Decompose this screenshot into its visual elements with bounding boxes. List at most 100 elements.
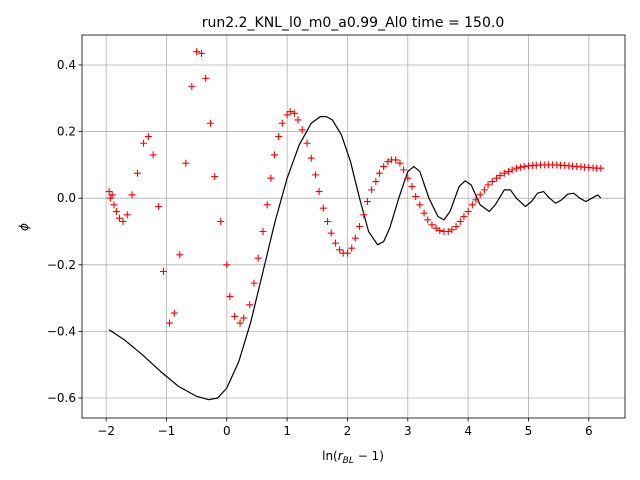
- y-tick-label: −0.4: [47, 324, 76, 338]
- data-point-marker: [159, 267, 167, 275]
- data-point-marker: [211, 173, 219, 181]
- y-tick-label: 0.2: [57, 125, 76, 139]
- data-point-marker: [343, 249, 351, 257]
- data-point-marker: [420, 209, 428, 217]
- data-point-marker: [456, 218, 464, 226]
- data-point-marker: [356, 223, 364, 230]
- data-point-marker: [290, 109, 298, 117]
- data-point-marker: [202, 74, 210, 82]
- data-point-marker: [368, 186, 376, 194]
- x-tick-label: 5: [525, 424, 533, 438]
- data-point-marker: [408, 183, 416, 191]
- x-tick-label: −1: [158, 424, 176, 438]
- data-point-marker: [311, 171, 319, 179]
- data-point-marker: [375, 169, 383, 177]
- x-tick-label: −2: [97, 424, 115, 438]
- data-point-marker: [165, 319, 173, 327]
- data-point-marker: [140, 139, 148, 147]
- data-point-marker: [348, 244, 356, 252]
- data-point-marker: [149, 151, 157, 159]
- x-tick-label: 4: [464, 424, 472, 438]
- data-point-marker: [372, 178, 380, 186]
- ticks: −2 −1 0 1 2 3 4 5 6 −0.6 −0.4 −0.2 0.0 0.2 0.4: [47, 58, 593, 438]
- data-point-marker: [236, 319, 244, 327]
- plot-area: [82, 35, 625, 418]
- data-point-marker: [110, 201, 118, 209]
- data-point-marker: [496, 172, 504, 180]
- data-point-marker: [250, 279, 258, 287]
- data-point-marker: [286, 108, 294, 116]
- data-point-marker: [436, 226, 444, 234]
- data-point-marker: [155, 203, 163, 211]
- data-point-marker: [480, 186, 488, 194]
- data-point-marker: [176, 251, 184, 259]
- data-point-marker: [500, 169, 508, 177]
- data-point-marker: [505, 168, 513, 176]
- data-point-marker: [416, 201, 424, 209]
- data-point-marker: [452, 223, 460, 230]
- x-tick-label: 6: [585, 424, 593, 438]
- data-point-marker: [294, 116, 302, 124]
- chart-title: run2.2_KNL_l0_m0_a0.99_Al0 time = 150.0: [202, 15, 504, 31]
- data-point-marker: [115, 214, 123, 222]
- grid: [82, 35, 625, 418]
- data-point-marker: [484, 181, 492, 189]
- data-point-marker: [197, 49, 205, 57]
- data-point-marker: [275, 133, 283, 141]
- data-point-marker: [488, 178, 496, 186]
- data-point-marker: [351, 234, 359, 242]
- data-point-marker: [404, 174, 412, 182]
- data-point-marker: [360, 211, 368, 219]
- data-point-marker: [108, 191, 116, 199]
- x-tick-label: 0: [223, 424, 231, 438]
- data-point-marker: [363, 198, 371, 206]
- data-point-marker: [412, 193, 420, 201]
- x-axis-title-subscript: BL: [343, 456, 354, 466]
- x-axis-title-base: ln(: [322, 449, 338, 463]
- data-point-marker: [324, 218, 332, 226]
- data-point-marker: [392, 156, 400, 164]
- data-point-marker: [472, 196, 480, 204]
- y-tick-label: 0.4: [57, 58, 76, 72]
- data-point-marker: [336, 246, 344, 254]
- data-point-marker: [105, 188, 113, 196]
- data-point-marker: [240, 314, 248, 322]
- data-point-marker: [207, 119, 215, 127]
- x-tick-label: 3: [404, 424, 412, 438]
- data-point-marker: [259, 227, 267, 235]
- x-axis-title-italic: r: [338, 449, 344, 463]
- data-point-marker: [380, 163, 388, 171]
- data-point-marker: [597, 164, 605, 172]
- data-point-marker: [303, 139, 311, 147]
- x-tick-label: 1: [283, 424, 291, 438]
- y-tick-label: −0.6: [47, 391, 76, 405]
- data-point-marker: [223, 261, 231, 269]
- data-point-marker: [396, 159, 404, 167]
- data-point-marker: [331, 239, 339, 247]
- x-tick-label: 2: [344, 424, 352, 438]
- data-point-marker: [193, 48, 201, 56]
- plot-frame: [81, 34, 626, 419]
- data-point-marker: [468, 201, 476, 209]
- data-point-marker: [476, 191, 484, 199]
- data-point-marker: [512, 164, 520, 172]
- data-point-marker: [460, 213, 468, 221]
- data-point-marker: [298, 126, 306, 134]
- data-point-marker: [144, 133, 152, 141]
- data-point-marker: [448, 226, 456, 234]
- data-point-marker: [428, 221, 436, 229]
- data-point-marker: [424, 216, 432, 224]
- data-point-marker: [123, 211, 131, 219]
- data-point-marker: [400, 166, 408, 174]
- data-point-marker: [508, 166, 516, 174]
- data-point-marker: [315, 188, 323, 196]
- data-point-marker: [246, 301, 254, 309]
- data-point-marker: [278, 119, 286, 127]
- x-axis-title: ln(rBL − 1): [322, 449, 384, 466]
- data-point-marker: [254, 254, 262, 262]
- data-point-marker: [319, 204, 327, 212]
- y-tick-label: −0.2: [47, 258, 76, 272]
- data-point-marker: [384, 158, 392, 166]
- series-line: [108, 116, 602, 401]
